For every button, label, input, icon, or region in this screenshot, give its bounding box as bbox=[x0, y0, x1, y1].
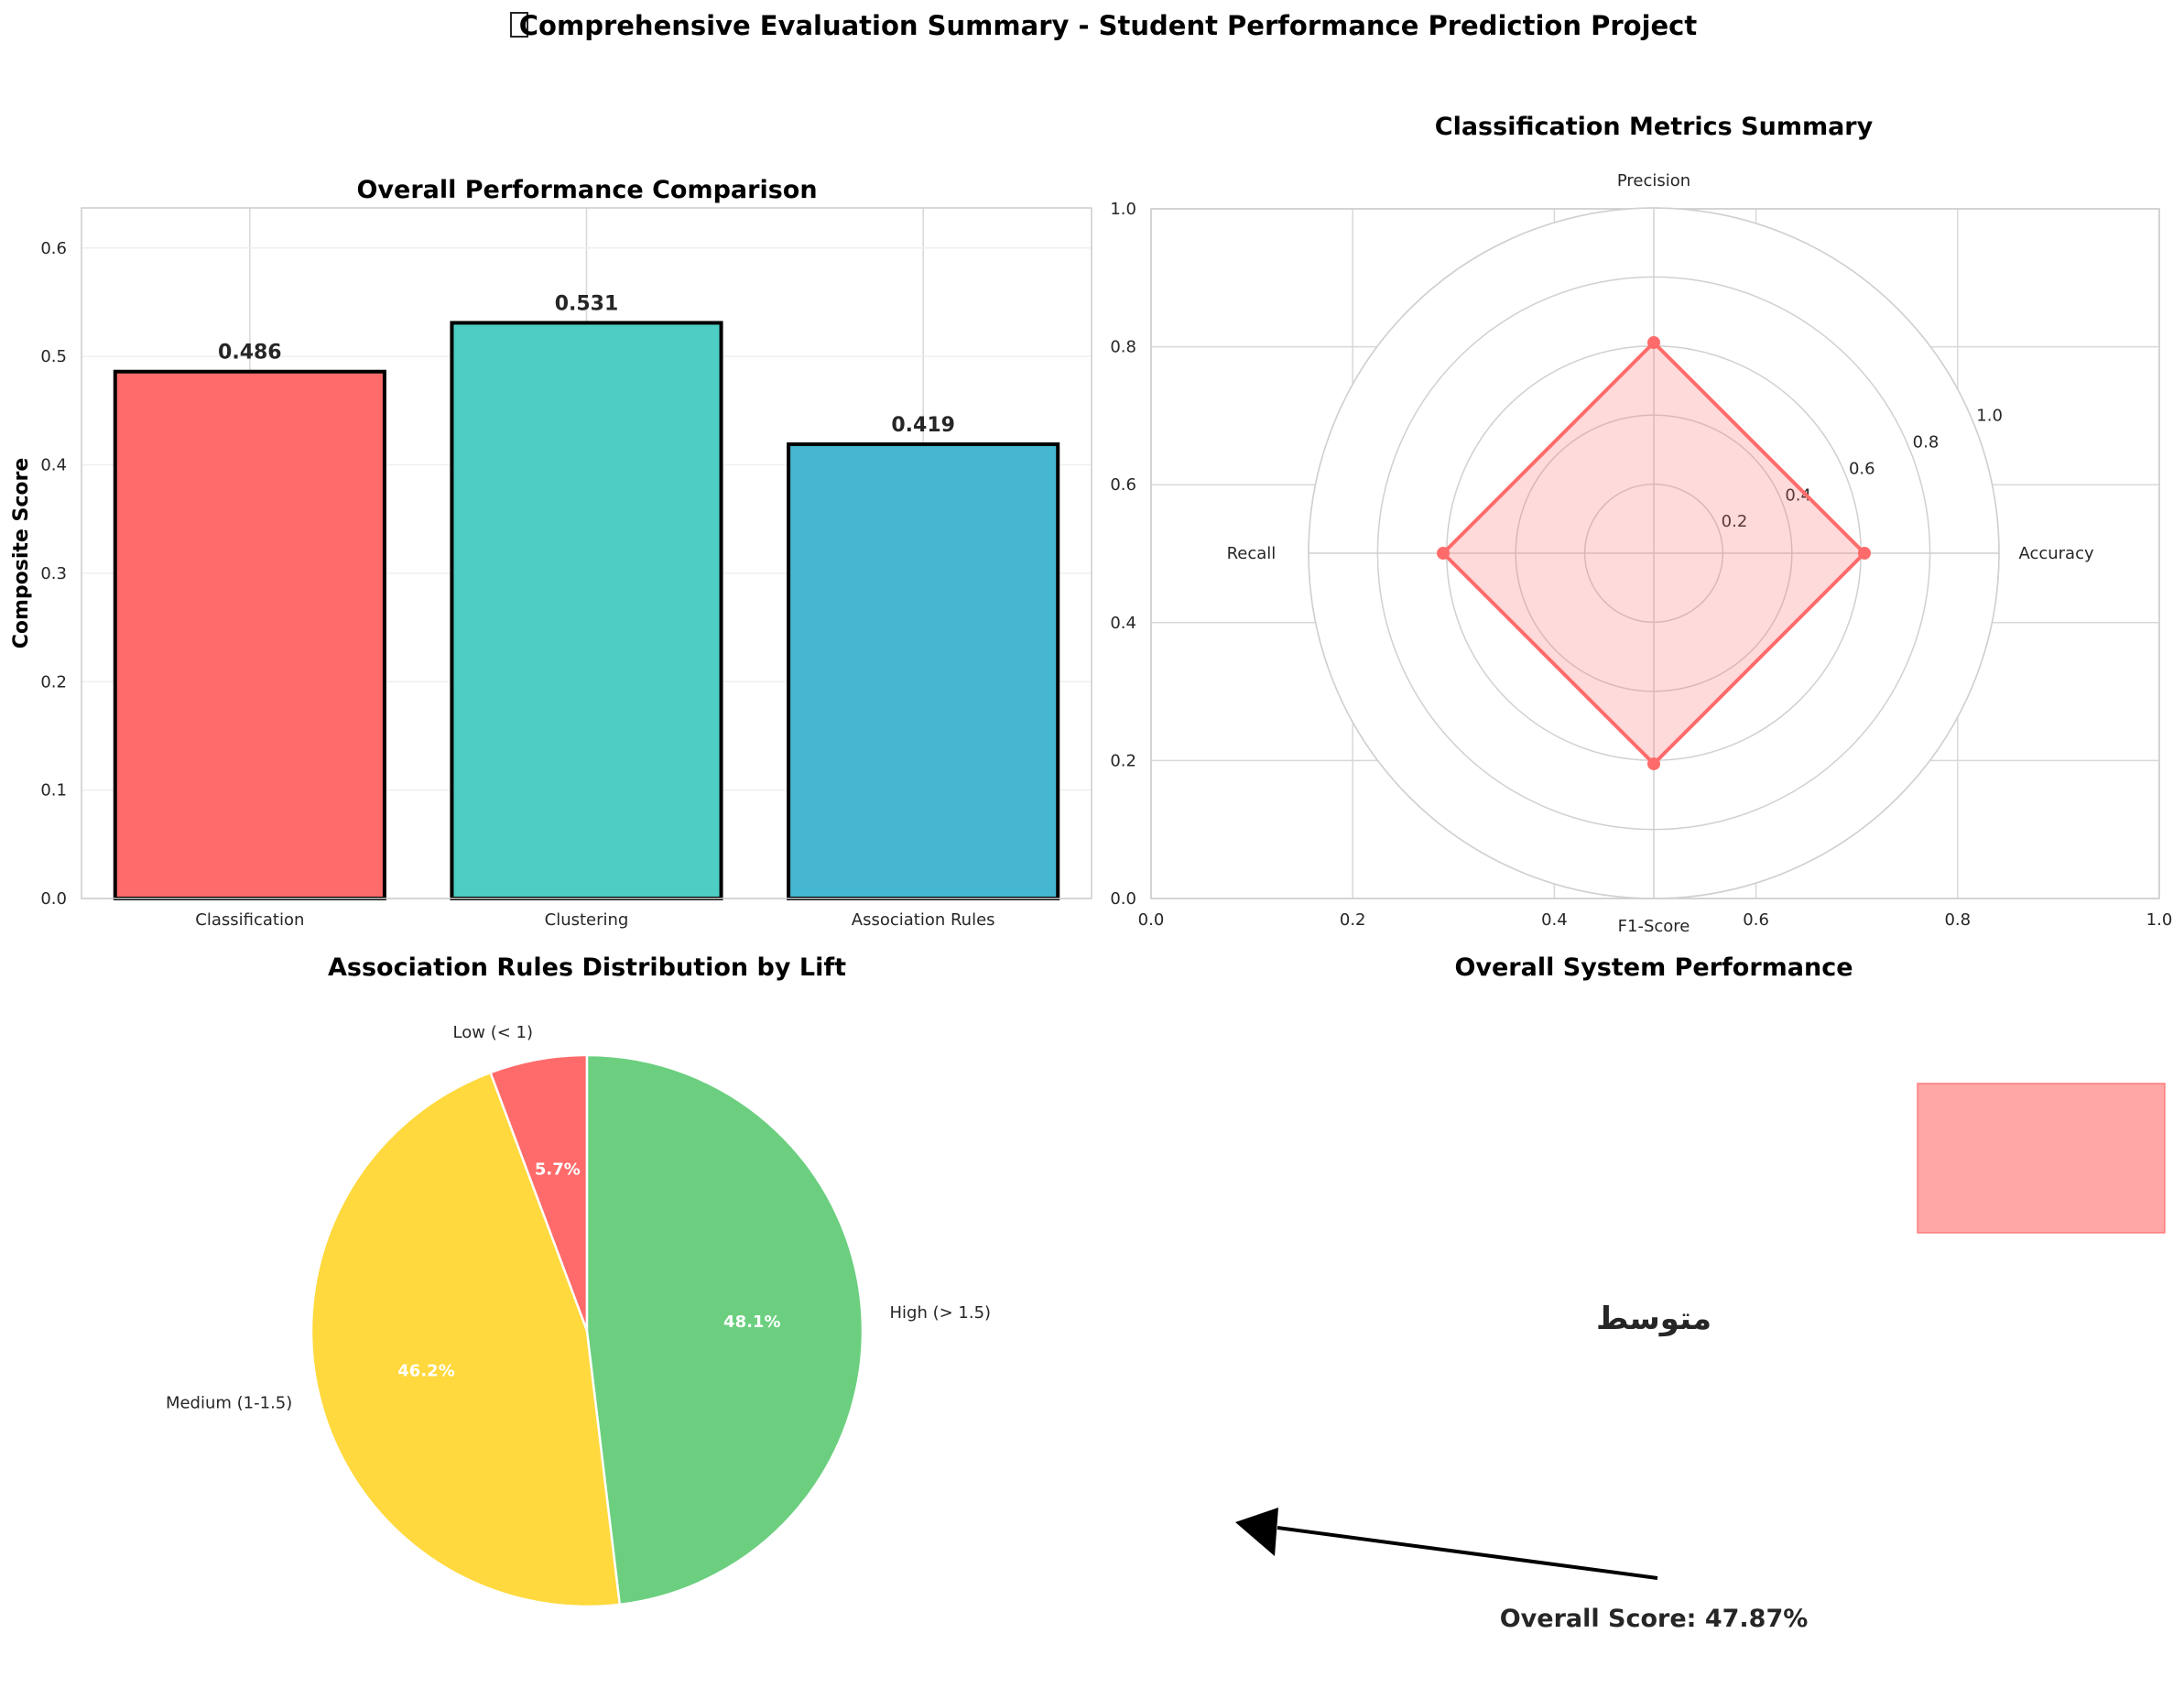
pie-pct-label: 5.7% bbox=[535, 1160, 581, 1179]
bar-chart-xtick: Classification bbox=[195, 910, 304, 930]
radar-bg-ytick: 0.8 bbox=[1110, 338, 1136, 357]
radar-data-point bbox=[1437, 547, 1451, 560]
gauge-arrow-shaft bbox=[1277, 1526, 1658, 1580]
bar-chart-ytick: 0.6 bbox=[40, 239, 67, 258]
bar-value-label: 0.419 bbox=[891, 414, 955, 437]
gauge-score-text: Overall Score: 47.87% bbox=[1500, 1605, 1809, 1633]
bar-chart-ytick: 0.0 bbox=[40, 889, 67, 909]
radar-chart-panel: Classification Metrics Summary 0.0 0.2 0.4… bbox=[1110, 113, 2172, 936]
bar-value-label: 0.486 bbox=[218, 342, 282, 365]
figure-title-text: Comprehensive Evaluation Summary - Stude… bbox=[519, 10, 1698, 41]
bar-classification bbox=[113, 369, 386, 900]
radar-axis-label: Precision bbox=[1617, 171, 1690, 191]
radar-chart-title: Classification Metrics Summary bbox=[1435, 113, 1874, 141]
pie-chart-title: Association Rules Distribution by Lift bbox=[328, 953, 846, 982]
pie-chart-panel: Association Rules Distribution by Lift 5… bbox=[166, 953, 992, 1608]
radar-data bbox=[1437, 336, 1871, 770]
bar-chart-xtick: Association Rules bbox=[852, 910, 995, 930]
radar-bg-xtick: 1.0 bbox=[2146, 910, 2173, 930]
pie-pct-label: 46.2% bbox=[397, 1362, 454, 1381]
pie-pct-label: 48.1% bbox=[723, 1312, 780, 1332]
pie-slice bbox=[585, 1053, 864, 1606]
radar-bg-xtick: 0.4 bbox=[1541, 910, 1568, 930]
radar-data-point bbox=[1857, 547, 1871, 560]
gauge-color-band bbox=[1917, 1083, 2166, 1234]
radar-rtick: 0.2 bbox=[1722, 512, 1748, 531]
radar-bg-xtick: 0.0 bbox=[1138, 910, 1165, 930]
bar-chart-ytick: 0.4 bbox=[40, 456, 67, 475]
bar-chart-ylabel: Composite Score bbox=[10, 458, 33, 649]
pie-slice bbox=[310, 1071, 622, 1608]
radar-data-point bbox=[1647, 336, 1660, 350]
pie-category-label: High (> 1.5) bbox=[890, 1303, 992, 1323]
pie-category-label: Low (< 1) bbox=[453, 1023, 533, 1042]
gauge-arrow bbox=[1235, 1508, 1658, 1580]
bar-value-label: 0.531 bbox=[555, 292, 619, 315]
bar-chart-ytick: 0.2 bbox=[40, 672, 67, 692]
gauge-arrow-head bbox=[1235, 1508, 1278, 1556]
radar-data-point bbox=[1647, 757, 1660, 770]
bar-chart-xtick: Clustering bbox=[545, 910, 629, 930]
gauge-panel: Overall System Performance متوسط Overall… bbox=[1235, 953, 2166, 1633]
radar-rtick: 0.6 bbox=[1849, 459, 1875, 478]
radar-axis-label: Recall bbox=[1227, 544, 1277, 563]
bar-clustering bbox=[450, 321, 723, 901]
radar-bg-ytick: 0.0 bbox=[1110, 889, 1136, 909]
pie-category-label: Medium (1-1.5) bbox=[166, 1393, 292, 1412]
gauge-rating-text: متوسط bbox=[1596, 1301, 1711, 1337]
pie-chart-slices: 5.7% Low (< 1) 46.2% Medium (1-1.5) 48.1% Hig… bbox=[166, 1023, 992, 1608]
radar-bg-ytick: 0.2 bbox=[1110, 751, 1136, 770]
bar-chart-ytick: 0.1 bbox=[40, 781, 67, 800]
radar-rtick: 0.4 bbox=[1785, 485, 1811, 505]
radar-axis-label: Accuracy bbox=[2018, 544, 2094, 563]
bar-chart-ytick: 0.3 bbox=[40, 564, 67, 583]
radar-bg-xtick: 0.6 bbox=[1743, 910, 1769, 930]
radar-bg-ytick: 1.0 bbox=[1110, 200, 1136, 219]
radar-axis-label: F1-Score bbox=[1618, 917, 1690, 936]
radar-polar-grid: 0.2 0.4 0.6 0.8 1.0 Accuracy Precision Recall F1… bbox=[1227, 171, 2094, 936]
radar-rtick: 1.0 bbox=[1976, 407, 2003, 426]
bar-association-rules bbox=[787, 442, 1060, 900]
gauge-title: Overall System Performance bbox=[1454, 953, 1853, 982]
bar-chart-title: Overall Performance Comparison bbox=[356, 176, 817, 204]
bar-chart-ticks: 0.0 0.1 0.2 0.3 0.4 0.5 0.6 Classification Clust… bbox=[40, 239, 994, 930]
radar-rtick: 0.8 bbox=[1913, 433, 1940, 452]
bar-chart-ytick: 0.5 bbox=[40, 347, 67, 366]
bar-chart-frame bbox=[81, 207, 1092, 899]
missing-glyph-icon bbox=[510, 12, 528, 38]
radar-bg-ytick: 0.6 bbox=[1110, 475, 1136, 495]
radar-bg-xtick: 0.8 bbox=[1944, 910, 1971, 930]
figure-title: Comprehensive Evaluation Summary - Stude… bbox=[510, 10, 1698, 41]
radar-bg-xtick: 0.2 bbox=[1340, 910, 1366, 930]
bar-chart-panel: Overall Performance Comparison 0.486 0.53… bbox=[10, 176, 1092, 930]
bar-chart-bars: 0.486 0.531 0.419 bbox=[113, 292, 1060, 901]
radar-bg-ytick: 0.4 bbox=[1110, 614, 1136, 633]
